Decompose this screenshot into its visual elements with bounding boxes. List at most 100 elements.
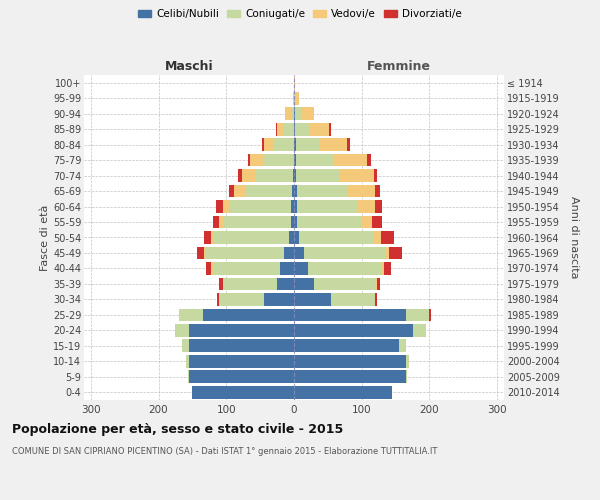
- Bar: [294, 246, 304, 260]
- Bar: [294, 386, 392, 398]
- Bar: [250, 154, 263, 166]
- Bar: [213, 262, 280, 275]
- Bar: [263, 293, 294, 306]
- Bar: [203, 308, 294, 321]
- Bar: [296, 138, 320, 151]
- Bar: [214, 231, 289, 244]
- Bar: [320, 138, 347, 151]
- Bar: [294, 76, 295, 89]
- Bar: [189, 324, 294, 336]
- Bar: [204, 231, 211, 244]
- Bar: [295, 123, 309, 136]
- Bar: [309, 123, 329, 136]
- Bar: [314, 278, 375, 290]
- Bar: [294, 370, 406, 383]
- Bar: [274, 138, 294, 151]
- Bar: [223, 278, 277, 290]
- Bar: [223, 216, 290, 228]
- Bar: [298, 200, 358, 213]
- Bar: [413, 324, 426, 336]
- Bar: [299, 231, 374, 244]
- Bar: [381, 231, 394, 244]
- Bar: [295, 92, 299, 104]
- Bar: [193, 386, 294, 398]
- Bar: [375, 200, 382, 213]
- Bar: [430, 308, 431, 321]
- Bar: [294, 108, 295, 120]
- Bar: [294, 200, 298, 213]
- Bar: [294, 278, 314, 290]
- Bar: [294, 92, 295, 104]
- Bar: [179, 308, 203, 321]
- Bar: [372, 216, 382, 228]
- Bar: [374, 169, 377, 182]
- Bar: [235, 184, 245, 198]
- Bar: [375, 293, 377, 306]
- Bar: [211, 262, 213, 275]
- Bar: [211, 231, 214, 244]
- Bar: [185, 355, 189, 368]
- Bar: [374, 231, 381, 244]
- Bar: [367, 154, 371, 166]
- Bar: [406, 355, 409, 368]
- Bar: [333, 154, 367, 166]
- Bar: [263, 138, 274, 151]
- Bar: [294, 340, 399, 352]
- Bar: [308, 262, 382, 275]
- Bar: [248, 154, 250, 166]
- Bar: [285, 108, 290, 120]
- Bar: [277, 278, 294, 290]
- Bar: [284, 246, 294, 260]
- Text: Popolazione per età, sesso e stato civile - 2015: Popolazione per età, sesso e stato civil…: [12, 422, 343, 436]
- Bar: [295, 108, 301, 120]
- Bar: [377, 278, 380, 290]
- Bar: [277, 123, 284, 136]
- Bar: [294, 262, 308, 275]
- Bar: [294, 231, 299, 244]
- Bar: [385, 246, 389, 260]
- Bar: [294, 324, 413, 336]
- Bar: [406, 308, 430, 321]
- Bar: [189, 355, 294, 368]
- Bar: [220, 216, 223, 228]
- Bar: [220, 278, 223, 290]
- Bar: [197, 246, 204, 260]
- Bar: [189, 370, 294, 383]
- Bar: [294, 216, 298, 228]
- Bar: [223, 200, 230, 213]
- Bar: [217, 293, 220, 306]
- Bar: [290, 108, 294, 120]
- Bar: [347, 184, 374, 198]
- Bar: [284, 123, 294, 136]
- Bar: [331, 293, 375, 306]
- Legend: Celibi/Nubili, Coniugati/e, Vedovi/e, Divorziati/e: Celibi/Nubili, Coniugati/e, Vedovi/e, Di…: [134, 5, 466, 24]
- Bar: [384, 262, 391, 275]
- Bar: [263, 154, 294, 166]
- Bar: [340, 169, 374, 182]
- Bar: [294, 184, 297, 198]
- Bar: [238, 169, 242, 182]
- Bar: [297, 184, 347, 198]
- Bar: [296, 154, 333, 166]
- Bar: [289, 231, 294, 244]
- Bar: [296, 169, 340, 182]
- Bar: [374, 184, 380, 198]
- Bar: [293, 92, 294, 104]
- Bar: [294, 123, 295, 136]
- Bar: [245, 184, 292, 198]
- Bar: [230, 200, 290, 213]
- Bar: [301, 108, 314, 120]
- Bar: [280, 262, 294, 275]
- Bar: [294, 293, 331, 306]
- Bar: [304, 246, 385, 260]
- Bar: [204, 246, 206, 260]
- Bar: [220, 293, 263, 306]
- Bar: [399, 340, 406, 352]
- Y-axis label: Fasce di età: Fasce di età: [40, 204, 50, 270]
- Bar: [358, 200, 375, 213]
- Bar: [290, 216, 294, 228]
- Bar: [406, 370, 407, 383]
- Bar: [293, 169, 294, 182]
- Bar: [189, 340, 294, 352]
- Bar: [294, 308, 406, 321]
